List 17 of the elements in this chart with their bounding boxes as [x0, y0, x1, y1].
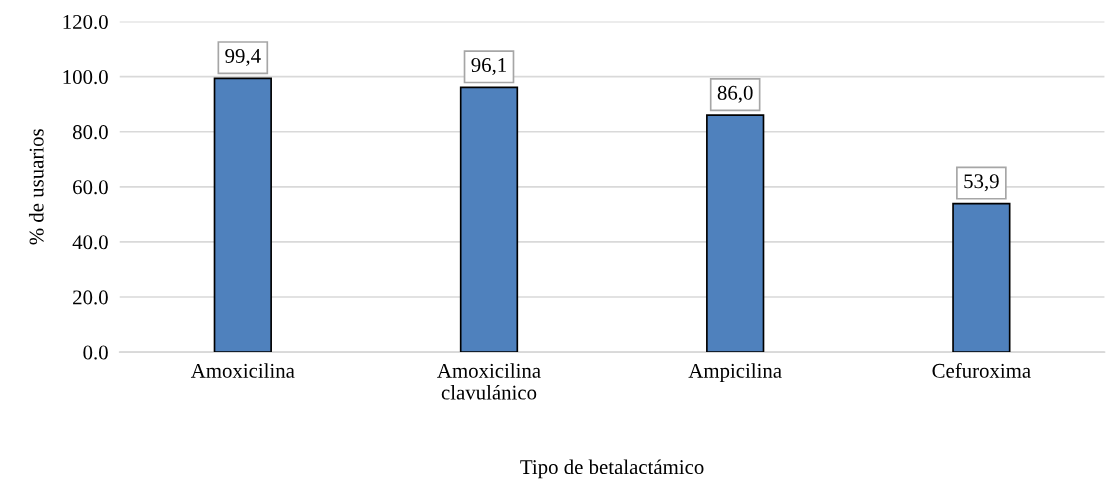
data-label: 86,0	[717, 85, 753, 103]
y-tick-label: 120.0	[63, 14, 108, 30]
y-tick-label: 60.0	[73, 180, 108, 195]
x-tick-label: Amoxicilina	[190, 363, 295, 378]
y-axis-title: % de usuarios	[28, 129, 44, 245]
y-tick-label: 40.0	[72, 235, 108, 250]
x-axis-title: Tipo de betalactámico	[520, 459, 704, 479]
data-label: 96,1	[471, 58, 506, 76]
x-tick-label: Ampicilina	[688, 363, 782, 383]
y-tick-label: 100.0	[63, 70, 108, 85]
data-label: 53,9	[964, 174, 999, 192]
y-tick-label: 20.0	[73, 290, 108, 305]
y-tick-label: 80.0	[72, 125, 108, 140]
x-tick-label: Cefuroxima	[932, 362, 1031, 378]
data-label: 99,4	[225, 48, 261, 66]
x-tick-label: Amoxicilina clavulánico	[437, 363, 541, 400]
y-tick-label: 0.0	[83, 345, 108, 360]
